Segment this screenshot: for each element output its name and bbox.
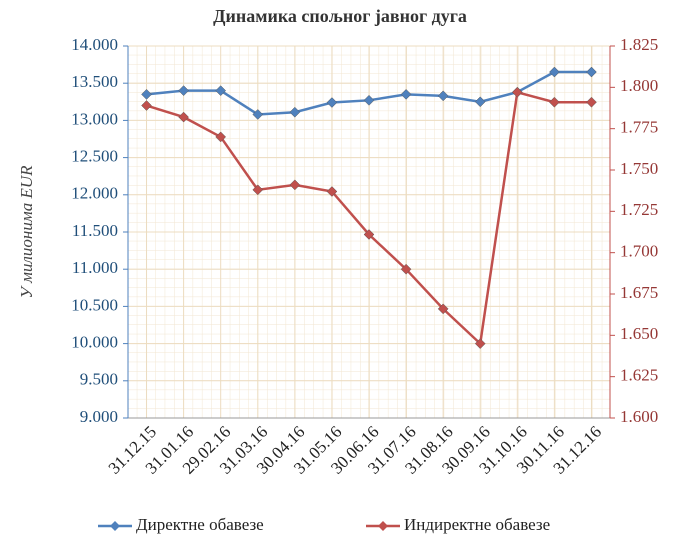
legend-marker: [378, 521, 388, 531]
marker: [215, 131, 227, 143]
marker: [178, 85, 189, 96]
y2-tick-label: 1.800: [620, 76, 658, 95]
y-tick-label: 9.500: [80, 370, 118, 389]
marker: [215, 85, 227, 96]
marker: [363, 94, 375, 106]
y-tick-label: 13.500: [71, 72, 118, 91]
y2-tick-label: 1.750: [620, 159, 658, 178]
marker: [511, 86, 523, 98]
marker: [586, 96, 597, 108]
marker: [400, 263, 412, 275]
marker: [326, 186, 338, 197]
marker: [549, 66, 560, 78]
legend-label: Директне обавезе: [136, 515, 264, 534]
chart-title: Динамика спољног јавног дуга: [213, 6, 467, 26]
marker: [252, 184, 264, 196]
marker: [474, 96, 486, 108]
marker: [474, 338, 486, 349]
y-tick-label: 9.000: [80, 407, 118, 426]
marker: [549, 96, 560, 108]
marker: [363, 229, 375, 240]
marker: [326, 97, 338, 108]
y-tick-label: 13.000: [71, 109, 118, 128]
y2-tick-label: 1.825: [620, 35, 658, 54]
y-tick-label: 10.500: [71, 295, 118, 314]
marker: [289, 179, 301, 191]
marker: [400, 89, 412, 100]
y-tick-label: 11.000: [72, 258, 118, 277]
y2-tick-label: 1.700: [620, 242, 658, 261]
y2-tick-label: 1.650: [620, 324, 658, 343]
y2-tick-label: 1.775: [620, 118, 658, 137]
legend-label: Индиректне обавезе: [404, 515, 550, 534]
y-tick-label: 12.000: [71, 184, 118, 203]
marker: [289, 106, 301, 118]
marker: [141, 89, 152, 100]
y2-tick-label: 1.675: [620, 283, 658, 302]
y-tick-label: 11.500: [72, 221, 118, 240]
marker: [437, 303, 449, 315]
y2-tick-label: 1.600: [620, 407, 658, 426]
y-tick-label: 14.000: [71, 35, 118, 54]
marker: [252, 109, 264, 120]
marker: [141, 100, 152, 111]
marker: [586, 66, 597, 78]
y-tick-label: 12.500: [71, 147, 118, 166]
y2-tick-label: 1.625: [620, 366, 658, 385]
legend-marker: [110, 521, 120, 531]
y2-tick-label: 1.725: [620, 200, 658, 219]
marker: [437, 90, 449, 102]
y-axis-label: У милионима EUR: [17, 165, 36, 299]
marker: [178, 111, 189, 123]
y-tick-label: 10.000: [71, 333, 118, 352]
